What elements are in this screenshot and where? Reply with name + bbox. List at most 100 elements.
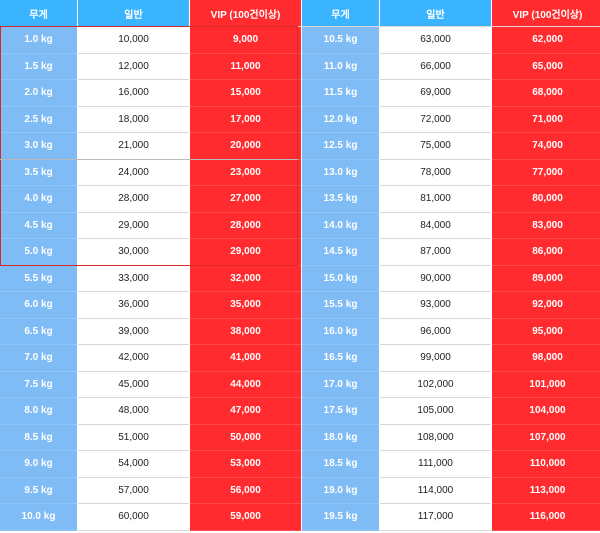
regular-price-cell: 48,000 [78,398,189,425]
header-vip-left: VIP (100건이상) [190,0,301,27]
header-regular-left: 일반 [78,0,189,27]
vip-price-cell: 83,000 [492,212,600,239]
regular-price-cell: 60,000 [78,504,189,531]
vip-price-cell: 86,000 [492,239,600,266]
weight-cell: 5.0 kg [0,239,77,266]
regular-price-cell: 30,000 [78,239,189,266]
regular-price-cell: 96,000 [380,318,491,345]
weight-cell: 6.0 kg [0,292,77,319]
regular-price-cell: 81,000 [380,186,491,213]
regular-price-cell: 51,000 [78,424,189,451]
weight-cell: 14.5 kg [302,239,379,266]
regular-price-cell: 105,000 [380,398,491,425]
weight-cell: 1.5 kg [0,53,77,80]
regular-price-cell: 78,000 [380,159,491,186]
regular-price-cell: 42,000 [78,345,189,372]
weight-cell: 7.0 kg [0,345,77,372]
regular-price-cell: 28,000 [78,186,189,213]
weight-cell: 9.5 kg [0,477,77,504]
weight-cell: 1.0 kg [0,27,77,54]
vip-price-cell: 47,000 [190,398,301,425]
vip-price-cell: 11,000 [190,53,301,80]
weight-cell: 13.5 kg [302,186,379,213]
vip-price-cell: 80,000 [492,186,600,213]
vip-price-cell: 27,000 [190,186,301,213]
weight-cell: 11.5 kg [302,80,379,107]
weight-cell: 10.0 kg [0,504,77,531]
weight-cell: 3.5 kg [0,159,77,186]
vip-price-cell: 53,000 [190,451,301,478]
header-regular-right: 일반 [380,0,491,27]
regular-price-cell: 66,000 [380,53,491,80]
regular-price-cell: 111,000 [380,451,491,478]
regular-price-cell: 39,000 [78,318,189,345]
vip-price-cell: 113,000 [492,477,600,504]
vip-price-cell: 28,000 [190,212,301,239]
weight-cell: 18.5 kg [302,451,379,478]
vip-price-cell: 107,000 [492,424,600,451]
regular-price-cell: 10,000 [78,27,189,54]
weight-cell: 17.5 kg [302,398,379,425]
weight-cell: 12.5 kg [302,133,379,160]
vip-price-cell: 35,000 [190,292,301,319]
vip-price-cell: 71,000 [492,106,600,133]
vip-price-cell: 104,000 [492,398,600,425]
weight-cell: 19.5 kg [302,504,379,531]
weight-cell: 4.0 kg [0,186,77,213]
regular-price-cell: 72,000 [380,106,491,133]
weight-cell: 15.0 kg [302,265,379,292]
weight-cell: 2.0 kg [0,80,77,107]
regular-price-cell: 54,000 [78,451,189,478]
regular-price-cell: 16,000 [78,80,189,107]
weight-cell: 2.5 kg [0,106,77,133]
regular-price-cell: 69,000 [380,80,491,107]
vip-price-cell: 23,000 [190,159,301,186]
regular-price-cell: 93,000 [380,292,491,319]
vip-price-cell: 15,000 [190,80,301,107]
regular-price-cell: 36,000 [78,292,189,319]
vip-price-cell: 101,000 [492,371,600,398]
vip-price-cell: 92,000 [492,292,600,319]
vip-price-cell: 56,000 [190,477,301,504]
vip-price-cell: 20,000 [190,133,301,160]
vip-price-cell: 89,000 [492,265,600,292]
weight-cell: 8.5 kg [0,424,77,451]
vip-price-cell: 68,000 [492,80,600,107]
regular-price-cell: 24,000 [78,159,189,186]
weight-cell: 7.5 kg [0,371,77,398]
header-weight-right: 무게 [302,0,379,27]
regular-price-cell: 57,000 [78,477,189,504]
regular-price-cell: 87,000 [380,239,491,266]
regular-price-cell: 99,000 [380,345,491,372]
regular-price-cell: 33,000 [78,265,189,292]
vip-price-cell: 98,000 [492,345,600,372]
regular-price-cell: 108,000 [380,424,491,451]
regular-price-cell: 18,000 [78,106,189,133]
vip-price-cell: 41,000 [190,345,301,372]
weight-cell: 4.5 kg [0,212,77,239]
weight-cell: 14.0 kg [302,212,379,239]
weight-cell: 15.5 kg [302,292,379,319]
vip-price-cell: 32,000 [190,265,301,292]
vip-price-cell: 74,000 [492,133,600,160]
weight-cell: 12.0 kg [302,106,379,133]
weight-cell: 6.5 kg [0,318,77,345]
regular-price-cell: 102,000 [380,371,491,398]
regular-price-cell: 75,000 [380,133,491,160]
regular-price-cell: 29,000 [78,212,189,239]
vip-price-cell: 95,000 [492,318,600,345]
vip-price-cell: 77,000 [492,159,600,186]
regular-price-cell: 45,000 [78,371,189,398]
vip-price-cell: 59,000 [190,504,301,531]
regular-price-cell: 114,000 [380,477,491,504]
vip-price-cell: 116,000 [492,504,600,531]
weight-cell: 11.0 kg [302,53,379,80]
regular-price-cell: 63,000 [380,27,491,54]
header-vip-right: VIP (100건이상) [492,0,600,27]
regular-price-cell: 90,000 [380,265,491,292]
weight-cell: 10.5 kg [302,27,379,54]
vip-price-cell: 50,000 [190,424,301,451]
weight-cell: 8.0 kg [0,398,77,425]
regular-price-cell: 12,000 [78,53,189,80]
